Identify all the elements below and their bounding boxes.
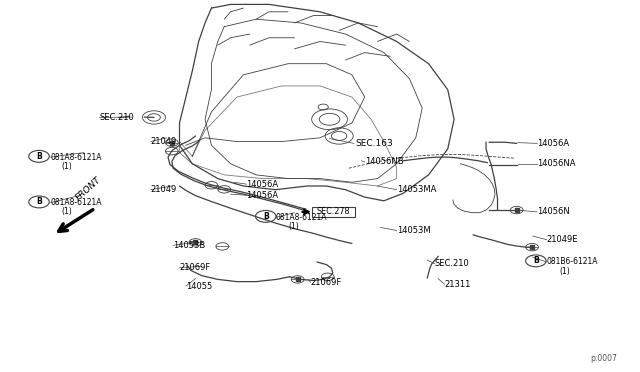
Text: 14056N: 14056N [537,208,570,217]
Text: SEC.163: SEC.163 [355,139,393,148]
Text: SEC.278: SEC.278 [317,208,350,217]
Text: 14053MA: 14053MA [397,185,436,194]
Text: 21049: 21049 [151,137,177,146]
Text: (1): (1) [61,208,72,217]
Text: 081A8-6121A: 081A8-6121A [51,198,102,207]
Text: 081A8-6121A: 081A8-6121A [275,213,327,222]
Text: 081A8-6121A: 081A8-6121A [51,153,102,161]
Text: (1): (1) [288,222,299,231]
Text: 14053B: 14053B [173,241,205,250]
Text: 14055: 14055 [186,282,212,291]
Text: 21311: 21311 [445,280,471,289]
Text: FRONT: FRONT [74,176,103,203]
Text: 21049E: 21049E [547,235,578,244]
Text: 21069F: 21069F [310,278,342,287]
Text: 14056A: 14056A [537,139,569,148]
Text: 14056NB: 14056NB [365,157,403,166]
Text: 14056NA: 14056NA [537,159,575,168]
Text: SEC.210: SEC.210 [100,113,134,122]
Text: B: B [36,152,42,161]
Text: 21069F: 21069F [179,263,211,272]
Text: 14056A: 14056A [246,180,278,189]
Text: 21049: 21049 [151,185,177,194]
Text: B: B [36,198,42,206]
Text: 14056A: 14056A [246,191,278,200]
Text: p:0007: p:0007 [590,354,617,363]
Text: (1): (1) [61,162,72,171]
Text: 081B6-6121A: 081B6-6121A [547,257,598,266]
FancyBboxPatch shape [312,207,355,217]
Text: B: B [533,256,539,265]
Text: SEC.210: SEC.210 [435,259,470,268]
Text: 14053M: 14053M [397,226,430,235]
Text: B: B [263,212,269,221]
Text: (1): (1) [559,267,570,276]
